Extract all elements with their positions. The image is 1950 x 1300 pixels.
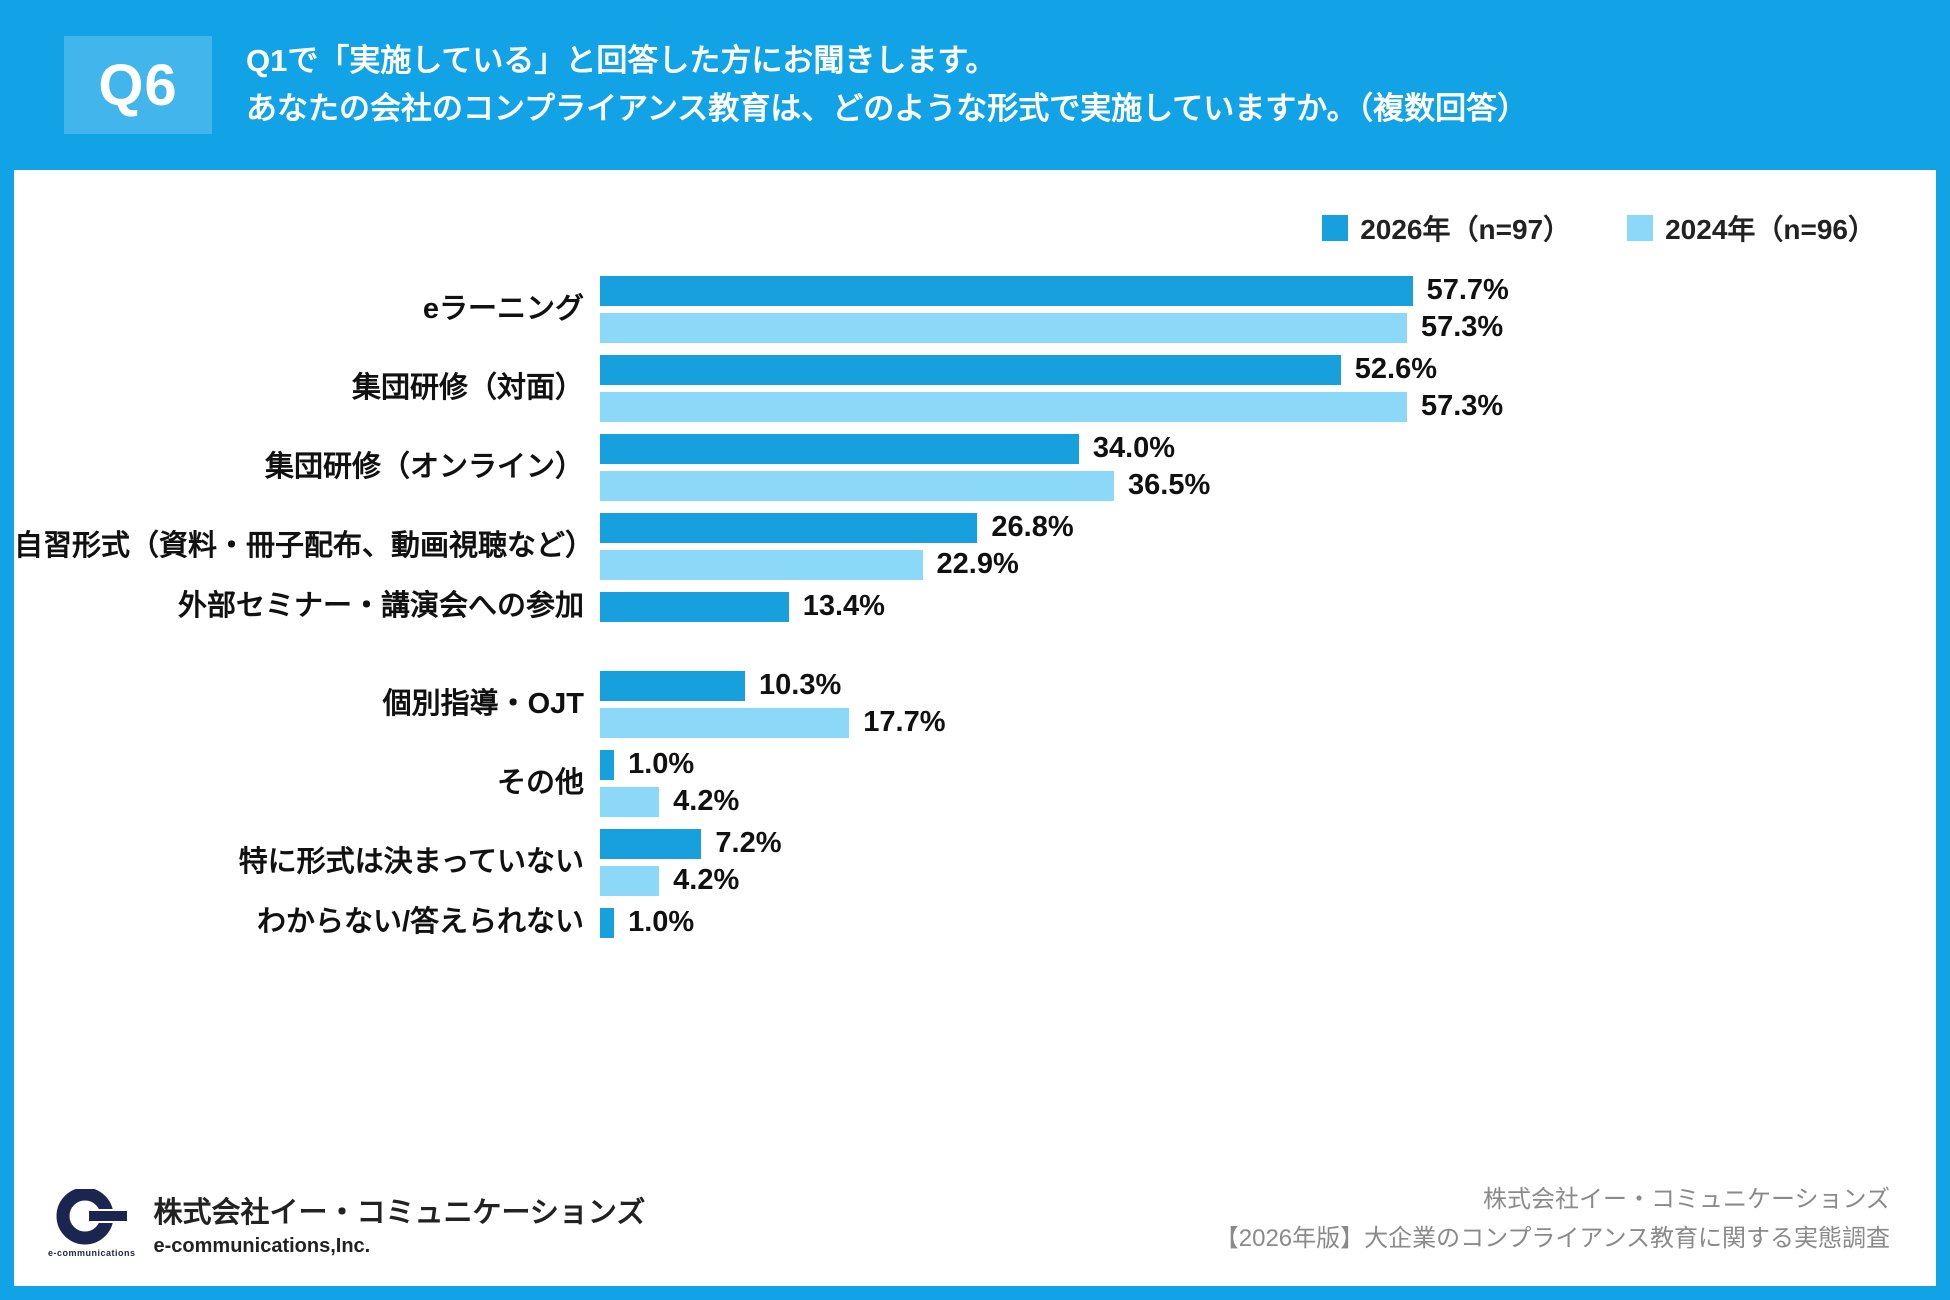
- bar-2026: [600, 907, 615, 938]
- legend: 2026年（n=97） 2024年（n=96）: [1322, 208, 1876, 248]
- bar-group: 1.0% 4.2%: [600, 746, 1445, 820]
- bar-2024: [600, 865, 660, 896]
- bar-group: 52.6% 57.3%: [600, 351, 1503, 425]
- value-label: 22.9%: [936, 548, 1019, 580]
- bar-2024: [600, 470, 1115, 501]
- question-title-line1: Q1で「実施している」と回答した方にお聞きします。: [246, 42, 997, 78]
- bar-2026: [600, 828, 702, 859]
- category-label: 個別指導・OJT: [382, 687, 584, 720]
- value-label: 26.8%: [991, 511, 1074, 543]
- bar-group: 10.3% 17.7%: [600, 667, 1445, 741]
- chart-row: eラーニング 57.7% 57.3%: [14, 272, 1936, 346]
- chart-row: 特に形式は決まっていない 7.2% 4.2%: [14, 825, 1936, 899]
- value-label: 52.6%: [1354, 353, 1438, 385]
- value-label: 57.7%: [1426, 274, 1509, 306]
- bar-2026: [600, 749, 615, 780]
- chart-row: 外部セミナー・講演会への参加 13.4%: [14, 588, 1936, 662]
- value-label: 34.0%: [1092, 432, 1176, 464]
- bar-2026: [600, 512, 978, 543]
- chart-row: わからない/答えられない 1.0%: [14, 904, 1936, 978]
- bar-2024: [600, 786, 660, 817]
- category-label: eラーニング: [422, 292, 584, 325]
- value-label: 4.2%: [673, 864, 740, 896]
- chart-row: 集団研修（対面） 52.6% 57.3%: [14, 351, 1936, 425]
- bar-group: 34.0% 36.5%: [600, 430, 1445, 504]
- category-label: 集団研修（オンライン）: [264, 450, 584, 483]
- header: Q6 Q1で「実施している」と回答した方にお聞きします。 あなたの会社のコンプラ…: [0, 0, 1950, 170]
- legend-swatch-2024-icon: [1627, 215, 1654, 241]
- legend-swatch-2026-icon: [1322, 215, 1349, 241]
- bar-group: 1.0%: [600, 904, 1445, 978]
- chart-row: 自習形式（資料・冊子配布、動画視聴など） 26.8% 22.9%: [14, 509, 1936, 583]
- bar-2024: [600, 312, 1407, 343]
- value-label: 4.2%: [673, 785, 740, 817]
- footer: e-communications 株式会社イー・コミュニケーションズ e-com…: [48, 1181, 1890, 1258]
- chart-row: その他 1.0% 4.2%: [14, 746, 1936, 820]
- bar-2026: [600, 591, 789, 622]
- value-label: 57.3%: [1420, 390, 1504, 422]
- bar-group: 57.7% 57.3%: [600, 272, 1509, 346]
- value-label: 7.2%: [715, 827, 782, 859]
- bar-2024: [600, 707, 850, 738]
- category-label: わからない/答えられない: [256, 906, 584, 939]
- value-label: 13.4%: [802, 590, 885, 622]
- value-label: 17.7%: [863, 706, 946, 738]
- category-label: 外部セミナー・講演会への参加: [177, 590, 584, 623]
- category-label: 自習形式（資料・冊子配布、動画視聴など）: [14, 529, 595, 562]
- question-title: Q1で「実施している」と回答した方にお聞きします。 あなたの会社のコンプライアン…: [246, 37, 1528, 133]
- bar-2026: [600, 433, 1079, 464]
- bar-group: 26.8% 22.9%: [600, 509, 1445, 583]
- credit-line2: 【2026年版】大企業のコンプライアンス教育に関する実態調査: [1214, 1224, 1890, 1252]
- bar-2026: [600, 670, 746, 701]
- legend-item-2024: 2024年（n=96）: [1627, 208, 1876, 248]
- company-name-en: e-communications,Inc.: [153, 1235, 371, 1257]
- company-logo: e-communications: [48, 1189, 136, 1258]
- bar-chart: eラーニング 57.7% 57.3% 集団研修（対面） 52.6% 57.3% 集団研修（オ…: [14, 272, 1936, 983]
- category-label: その他: [496, 766, 584, 799]
- bar-2026: [600, 354, 1341, 385]
- bar-group: 13.4%: [600, 588, 1445, 662]
- chart-row: 集団研修（オンライン） 34.0% 36.5%: [14, 430, 1936, 504]
- company-name-jp: 株式会社イー・コミュニケーションズ: [153, 1197, 646, 1229]
- question-badge: Q6: [64, 36, 212, 134]
- value-label: 10.3%: [759, 669, 842, 701]
- footer-credit: 株式会社イー・コミュニケーションズ 【2026年版】大企業のコンプライアンス教育…: [1215, 1181, 1890, 1258]
- value-label: 1.0%: [628, 906, 695, 938]
- chart-row: 個別指導・OJT 10.3% 17.7%: [14, 667, 1936, 741]
- legend-label-2026: 2026年（n=97）: [1360, 214, 1572, 245]
- category-label: 特に形式は決まっていない: [238, 845, 584, 878]
- bar-2026: [600, 275, 1413, 306]
- legend-label-2024: 2024年（n=96）: [1665, 214, 1876, 245]
- bar-group: 7.2% 4.2%: [600, 825, 1445, 899]
- credit-line1: 株式会社イー・コミュニケーションズ: [1482, 1186, 1890, 1214]
- category-label: 集団研修（対面）: [351, 371, 584, 404]
- bar-2024: [600, 391, 1407, 422]
- value-label: 36.5%: [1128, 469, 1211, 501]
- chart-card: 2026年（n=97） 2024年（n=96） eラーニング 57.7% 57.3%…: [14, 170, 1936, 1286]
- company-logo-icon: [56, 1189, 129, 1245]
- value-label: 57.3%: [1420, 311, 1504, 343]
- value-label: 1.0%: [628, 748, 695, 780]
- company-logo-text: e-communications: [48, 1248, 136, 1258]
- bar-2024: [600, 549, 923, 580]
- legend-item-2026: 2026年（n=97）: [1322, 208, 1571, 248]
- footer-company: e-communications 株式会社イー・コミュニケーションズ e-com…: [48, 1189, 645, 1258]
- question-title-line2: あなたの会社のコンプライアンス教育は、どのような形式で実施していますか。（複数回…: [246, 91, 1529, 126]
